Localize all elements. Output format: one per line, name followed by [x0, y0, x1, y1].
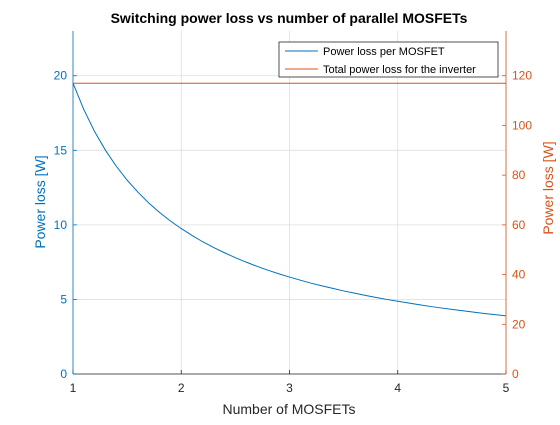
y-right-tick-label: 0 — [512, 367, 519, 381]
x-tick-label: 1 — [70, 381, 77, 395]
y-right-axis-label: Power loss [W] — [540, 141, 556, 234]
y-right-tick-label: 60 — [512, 218, 526, 232]
y-left-tick-label: 15 — [54, 143, 68, 157]
x-tick-label: 2 — [178, 381, 185, 395]
y-left-tick-label: 0 — [60, 367, 67, 381]
y-right-tick-label: 80 — [512, 168, 526, 182]
x-axis-label: Number of MOSFETs — [222, 401, 355, 417]
series-line-power-loss-per-mosfet — [72, 83, 507, 317]
y-right-tick-label: 20 — [512, 317, 526, 331]
chart-title: Switching power loss vs number of parall… — [111, 10, 468, 26]
legend: Power loss per MOSFET Total power loss f… — [278, 41, 499, 78]
y-left-tick-label: 10 — [54, 218, 68, 232]
y-right-tick-label: 40 — [512, 268, 526, 282]
y-left-axis-label: Power loss [W] — [32, 155, 48, 248]
y-right-tick-label: 100 — [512, 118, 532, 132]
legend-label-per-mosfet: Power loss per MOSFET — [323, 46, 445, 58]
series-layer — [72, 82, 507, 317]
legend-label-total: Total power loss for the inverter — [323, 64, 476, 76]
y-right-tick-label: 120 — [512, 69, 532, 83]
x-tick-label: 5 — [503, 381, 510, 395]
y-left-tick-label: 5 — [60, 292, 67, 306]
x-tick-label: 4 — [394, 381, 401, 395]
legend-box — [278, 41, 499, 78]
grid-layer — [72, 31, 507, 375]
x-tick-label: 3 — [286, 381, 293, 395]
y-left-tick-label: 20 — [54, 69, 68, 83]
